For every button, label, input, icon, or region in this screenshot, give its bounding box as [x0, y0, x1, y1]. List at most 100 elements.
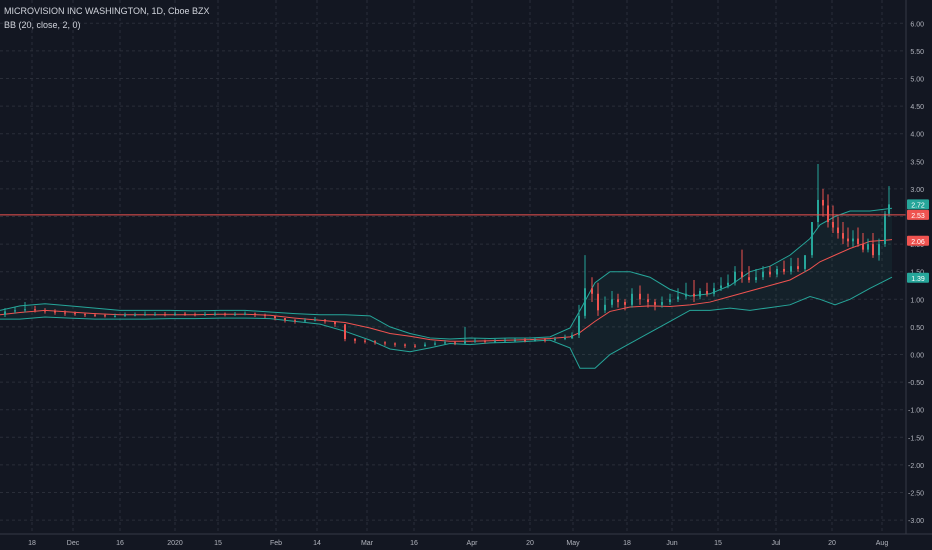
y-tick-label: 4.00: [910, 132, 924, 139]
candle-body: [783, 268, 785, 272]
candle-body: [314, 319, 316, 321]
candle-body: [414, 345, 416, 347]
candle-body: [364, 340, 366, 342]
price-axis[interactable]: 6.005.505.004.504.003.503.002.502.001.50…: [905, 0, 924, 534]
x-tick-label: Apr: [467, 540, 479, 547]
candle-body: [474, 340, 476, 342]
candle-body: [713, 288, 715, 294]
candle-body: [94, 314, 96, 316]
candle-body: [741, 271, 743, 278]
candle-body: [354, 339, 356, 341]
x-tick-label: Jun: [666, 540, 677, 547]
candle-body: [693, 293, 695, 297]
candle-body: [64, 312, 66, 314]
price-tag-label: 1.39: [911, 276, 925, 283]
chart-legend: MICROVISION INC WASHINGTON, 1D, Cboe BZX…: [4, 4, 210, 32]
candle-body: [584, 288, 586, 316]
y-tick-label: 1.00: [910, 297, 924, 304]
bollinger-lower: [0, 276, 893, 369]
candle-body: [571, 335, 573, 338]
x-tick-label: May: [566, 540, 580, 547]
candle-body: [888, 204, 890, 214]
candle-body: [484, 340, 486, 342]
candle-body: [14, 310, 16, 312]
x-tick-label: 15: [714, 540, 722, 547]
candle-body: [748, 277, 750, 280]
candle-body: [884, 213, 886, 245]
candle-body: [444, 342, 446, 344]
bollinger-band-lines: [0, 207, 893, 369]
candle-body: [514, 340, 516, 342]
candle-body: [4, 311, 6, 315]
candle-body: [144, 314, 146, 316]
candle-body: [404, 344, 406, 346]
candle-body: [797, 266, 799, 269]
candle-body: [699, 291, 701, 297]
candle-body: [344, 324, 346, 340]
candle-body: [434, 343, 436, 345]
y-tick-label: 5.00: [910, 77, 924, 84]
candle-body: [734, 271, 736, 283]
time-axis[interactable]: 18 Dec 16 2020 15 Feb 14 Mar 16 Apr 20 May 18 Jun 15 Ju…: [0, 533, 932, 547]
candle-body: [654, 302, 656, 305]
candle-body: [639, 293, 641, 300]
candle-body: [776, 268, 778, 275]
price-tag-label: 2.06: [911, 239, 925, 246]
candle-body: [604, 304, 606, 311]
candle-body: [424, 344, 426, 347]
candle-body: [204, 314, 206, 316]
candle-body: [677, 296, 679, 300]
candle-body: [214, 313, 216, 315]
candle-body: [114, 315, 116, 317]
x-tick-label: 16: [410, 540, 418, 547]
candle-body: [34, 309, 36, 311]
candle-body: [84, 314, 86, 316]
x-tick-label: Aug: [876, 540, 889, 547]
candle-body: [374, 341, 376, 343]
candle-body: [727, 282, 729, 286]
candle-body: [304, 320, 306, 322]
y-tick-label: -3.00: [908, 518, 924, 525]
x-tick-label: Mar: [361, 540, 374, 547]
candle-body: [124, 314, 126, 316]
x-tick-label: Dec: [67, 540, 80, 547]
price-tag-label: 2.72: [911, 202, 925, 209]
candle-body: [755, 277, 757, 280]
candle-body: [661, 302, 663, 305]
y-tick-label: 3.50: [910, 159, 924, 166]
candle-body: [669, 299, 671, 303]
y-tick-label: 6.00: [910, 21, 924, 28]
candle-body: [324, 319, 326, 322]
candle-body: [720, 285, 722, 289]
candle-body: [54, 311, 56, 313]
x-tick-label: 15: [214, 540, 222, 547]
x-tick-label: 18: [623, 540, 631, 547]
candle-body: [611, 299, 613, 305]
candle-body: [194, 314, 196, 316]
candle-body: [862, 244, 864, 250]
x-tick-label: Jul: [772, 540, 781, 547]
candle-body: [334, 321, 336, 325]
candle-body: [624, 302, 626, 305]
candle-body: [174, 313, 176, 315]
candle-body: [294, 320, 296, 322]
candle-body: [554, 339, 556, 341]
candle-body: [597, 293, 599, 311]
candle-body: [631, 293, 633, 305]
candle-body: [284, 318, 286, 321]
price-tag-bg: [907, 209, 929, 220]
price-tag-bg: [907, 199, 929, 210]
candle-body: [24, 309, 26, 311]
candle-body: [617, 299, 619, 303]
symbol-title[interactable]: MICROVISION INC WASHINGTON, 1D, Cboe BZX: [4, 6, 210, 16]
candle-body: [254, 313, 256, 315]
candle-body: [394, 343, 396, 345]
candle-body: [224, 313, 226, 315]
candle-body: [878, 244, 880, 256]
price-tags: 2.72 2.53 2.06 1.39: [907, 199, 929, 283]
indicator-title[interactable]: BB (20, close, 2, 0): [4, 20, 81, 30]
candlestick-series: [4, 164, 890, 348]
candle-body: [769, 271, 771, 275]
candle-body: [384, 342, 386, 344]
